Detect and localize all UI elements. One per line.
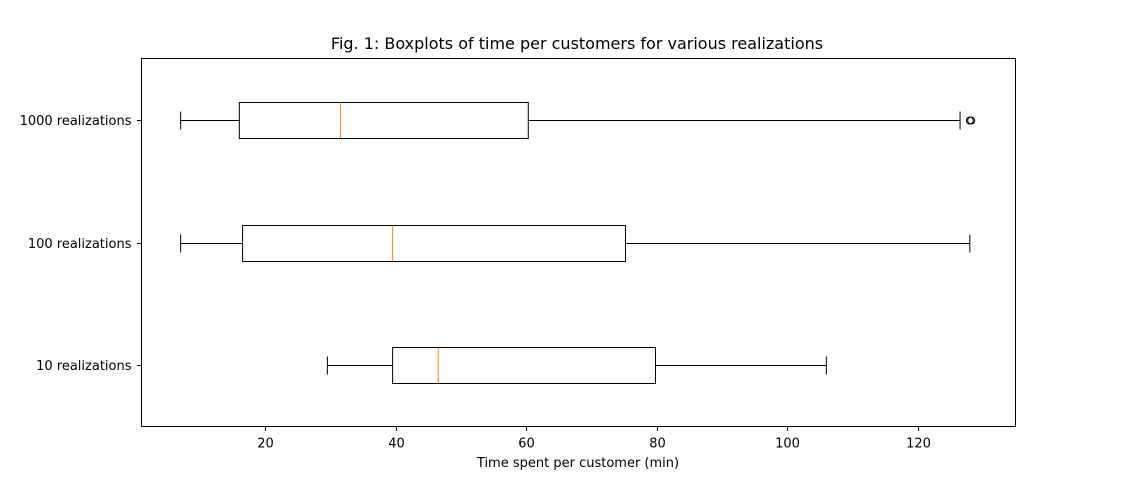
y-axis: 10 realizations 100 realizations 1000 real… (20, 114, 142, 374)
box-iqr (238, 102, 529, 139)
y-tick-label: 10 realizations (36, 359, 132, 374)
box-iqr (242, 225, 626, 262)
x-tick-label: 20 (257, 437, 274, 452)
box-iqr (392, 347, 656, 384)
x-tick-label: 80 (649, 437, 666, 452)
x-tick-label: 120 (906, 437, 931, 452)
box-group (326, 347, 827, 384)
box-group (180, 225, 971, 262)
x-axis: 20 40 60 80 100 120 (257, 426, 931, 452)
y-tick-label: 1000 realizations (20, 114, 132, 129)
boxes-layer (180, 102, 976, 384)
x-axis-label: Time spent per customer (min) (476, 456, 679, 471)
plot-area-frame (141, 58, 1016, 427)
x-tick-label: 100 (775, 437, 800, 452)
x-tick-label: 60 (518, 437, 535, 452)
box-group (180, 102, 976, 139)
outlier-point (967, 116, 976, 125)
y-tick-label: 100 realizations (28, 237, 132, 252)
x-tick-label: 40 (388, 437, 405, 452)
chart-title: Fig. 1: Boxplots of time per customers f… (331, 34, 823, 53)
